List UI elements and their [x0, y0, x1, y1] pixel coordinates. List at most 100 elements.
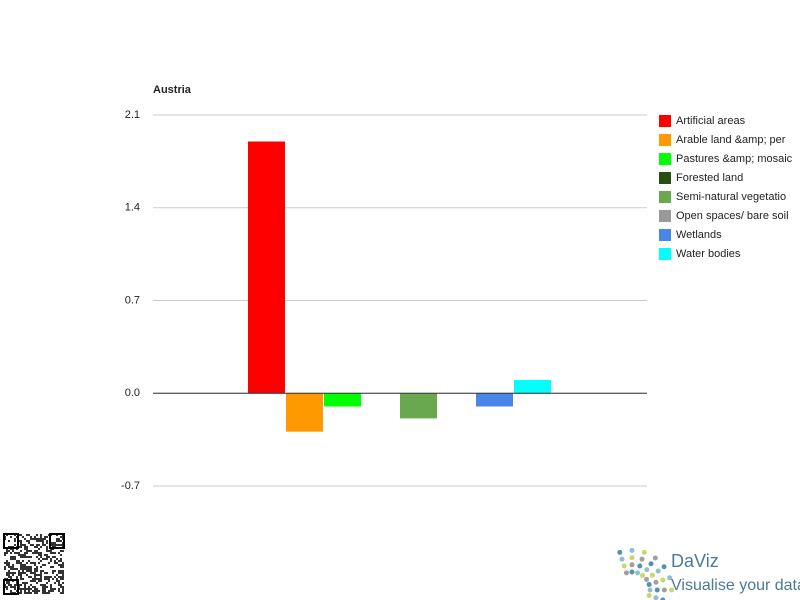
qr-cell: [28, 586, 30, 588]
qr-cell: [12, 574, 14, 576]
legend-label: Wetlands: [676, 229, 722, 241]
logo-dot: [660, 577, 666, 583]
qr-cell: [60, 586, 62, 588]
qr-cell: [40, 534, 42, 536]
qr-cell: [52, 572, 54, 574]
qr-cell: [40, 556, 42, 558]
qr-cell: [58, 544, 60, 546]
logo-dot: [654, 587, 660, 593]
qr-cell: [40, 572, 42, 574]
logo-dot: [641, 549, 647, 555]
qr-cell: [6, 552, 8, 554]
qr-cell: [36, 556, 38, 558]
qr-cell: [24, 568, 26, 570]
legend-swatch: [659, 210, 671, 222]
qr-cell: [54, 576, 56, 578]
qr-cell: [34, 572, 36, 574]
qr-cell: [42, 570, 44, 572]
qr-cell: [52, 552, 54, 554]
qr-cell: [38, 538, 40, 540]
bar: [476, 393, 513, 407]
legend-label: Artificial areas: [676, 115, 746, 127]
qr-cell: [36, 578, 38, 580]
qr-cell: [50, 550, 52, 552]
qr-cell: [20, 550, 22, 552]
qr-cell: [52, 578, 54, 580]
qr-cell: [46, 536, 48, 538]
qr-cell: [26, 540, 28, 542]
qr-cell: [38, 574, 40, 576]
qr-cell: [26, 566, 28, 568]
qr-cell: [12, 566, 14, 568]
qr-cell: [36, 550, 38, 552]
logo-dot: [660, 597, 666, 600]
qr-cell: [60, 566, 62, 568]
qr-cell: [22, 564, 24, 566]
qr-cell: [12, 568, 14, 570]
qr-cell: [18, 560, 20, 562]
qr-cell: [12, 558, 14, 560]
qr-cell: [60, 578, 62, 580]
qr-cell: [42, 592, 44, 594]
qr-cell: [28, 560, 30, 562]
qr-cell: [36, 552, 38, 554]
qr-cell: [22, 588, 24, 590]
qr-cell: [48, 580, 50, 582]
qr-cell: [24, 582, 26, 584]
qr-cell: [6, 562, 8, 564]
qr-cell: [30, 570, 32, 572]
qr-cell: [30, 588, 32, 590]
qr-cell: [62, 564, 64, 566]
logo-dot: [669, 587, 675, 593]
qr-cell: [36, 546, 38, 548]
logo-dot: [629, 569, 635, 575]
qr-cell: [8, 550, 10, 552]
qr-cell: [36, 590, 38, 592]
y-tick-label: 1.4: [125, 202, 140, 214]
qr-cell: [36, 544, 38, 546]
qr-finder: [3, 579, 19, 595]
qr-cell: [54, 560, 56, 562]
qr-cell: [46, 582, 48, 584]
qr-cell: [10, 572, 12, 574]
qr-cell: [8, 564, 10, 566]
qr-cell: [42, 542, 44, 544]
qr-cell: [44, 558, 46, 560]
qr-cell: [20, 544, 22, 546]
qr-cell: [32, 538, 34, 540]
bar: [400, 393, 437, 419]
qr-cell: [24, 548, 26, 550]
qr-cell: [32, 586, 34, 588]
qr-cell: [8, 562, 10, 564]
qr-cell: [6, 582, 8, 584]
qr-cell: [18, 574, 20, 576]
qr-cell: [62, 562, 64, 564]
qr-cell: [14, 556, 16, 558]
qr-cell: [26, 552, 28, 554]
qr-cell: [62, 572, 64, 574]
qr-cell: [24, 564, 26, 566]
qr-cell: [48, 576, 50, 578]
qr-cell: [40, 580, 42, 582]
qr-cell: [58, 570, 60, 572]
qr-cell: [26, 582, 28, 584]
qr-cell: [50, 590, 52, 592]
qr-cell: [60, 570, 62, 572]
qr-cell: [48, 562, 50, 564]
qr-cell: [40, 536, 42, 538]
qr-cell: [32, 544, 34, 546]
qr-cell: [44, 584, 46, 586]
qr-cell: [36, 574, 38, 576]
qr-cell: [44, 554, 46, 556]
qr-cell: [48, 550, 50, 552]
qr-cell: [60, 536, 62, 538]
qr-cell: [38, 548, 40, 550]
qr-cell: [26, 568, 28, 570]
qr-cell: [52, 590, 54, 592]
qr-cell: [30, 576, 32, 578]
legend-label: Semi-natural vegetatio: [676, 191, 786, 203]
logo-dot: [649, 572, 655, 578]
qr-cell: [58, 588, 60, 590]
qr-cell: [4, 562, 6, 564]
qr-cell: [54, 556, 56, 558]
